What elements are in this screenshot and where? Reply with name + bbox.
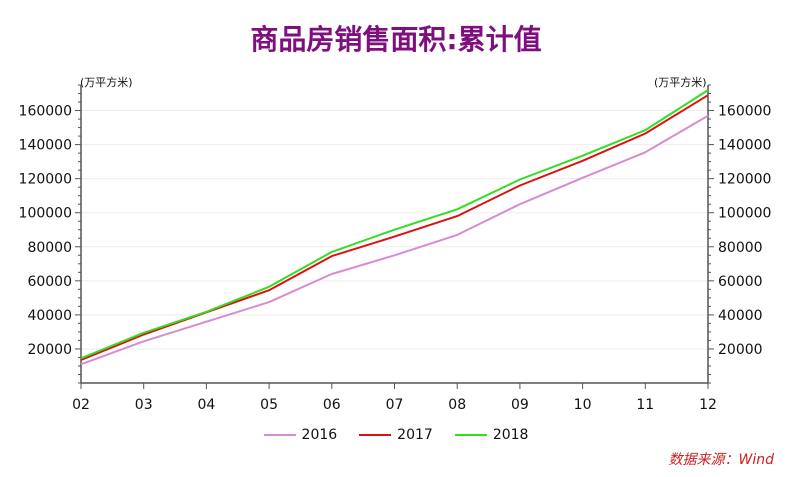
x-tick-label: 10 xyxy=(574,397,592,413)
x-tick-label: 04 xyxy=(197,397,215,413)
legend-label: 2017 xyxy=(397,427,433,443)
y-tick-label-left: 80000 xyxy=(27,240,72,256)
y-tick-label-right: 100000 xyxy=(718,206,771,222)
series-line-2018 xyxy=(80,89,709,360)
y-tick-label-left: 40000 xyxy=(27,308,72,324)
series-line-2017 xyxy=(80,94,709,361)
x-tick-label: 08 xyxy=(448,397,466,413)
x-tick-label: 05 xyxy=(260,397,278,413)
y-tick-label-left: 20000 xyxy=(27,342,72,358)
y-tick-label-right: 140000 xyxy=(718,138,771,154)
y-tick-label-left: 160000 xyxy=(19,104,72,120)
legend-swatch xyxy=(454,434,487,436)
x-tick-label: 07 xyxy=(386,397,404,413)
x-tick-label: 09 xyxy=(511,397,529,413)
y-tick-label-left: 120000 xyxy=(19,172,72,188)
y-tick-label-left: 140000 xyxy=(19,138,72,154)
x-tick-label: 11 xyxy=(636,397,654,413)
y-tick-label-left: 100000 xyxy=(19,206,72,222)
legend-swatch xyxy=(359,434,392,436)
series-line-2016 xyxy=(80,114,709,366)
legend-label: 2018 xyxy=(492,427,529,443)
y-tick-label-right: 40000 xyxy=(718,308,763,324)
x-tick-label: 06 xyxy=(323,397,341,413)
y-tick-label-right: 20000 xyxy=(718,342,763,358)
legend-item-2018: 2018 xyxy=(454,427,529,443)
y-axis-unit-right: (万平方米) xyxy=(654,76,707,89)
y-tick-label-right: 80000 xyxy=(718,240,763,256)
legend-item-2016: 2016 xyxy=(263,427,338,443)
legend-swatch xyxy=(263,434,296,436)
data-source-note: 数据来源：Wind xyxy=(668,452,775,468)
legend-label: 2016 xyxy=(301,427,338,443)
chart-legend: 2016 2017 2018 xyxy=(0,427,792,443)
legend-item-2017: 2017 xyxy=(359,427,433,443)
x-tick-label: 03 xyxy=(135,397,153,413)
y-tick-label-right: 120000 xyxy=(718,172,771,188)
y-tick-label-left: 60000 xyxy=(27,274,72,290)
x-tick-label: 02 xyxy=(72,397,90,413)
x-tick-label: 12 xyxy=(699,397,717,413)
chart-title: 商品房销售面积:累计值 xyxy=(250,23,542,56)
y-tick-label-right: 60000 xyxy=(718,274,763,290)
y-axis-unit-left: (万平方米) xyxy=(80,76,133,89)
y-tick-label-right: 160000 xyxy=(718,104,771,120)
